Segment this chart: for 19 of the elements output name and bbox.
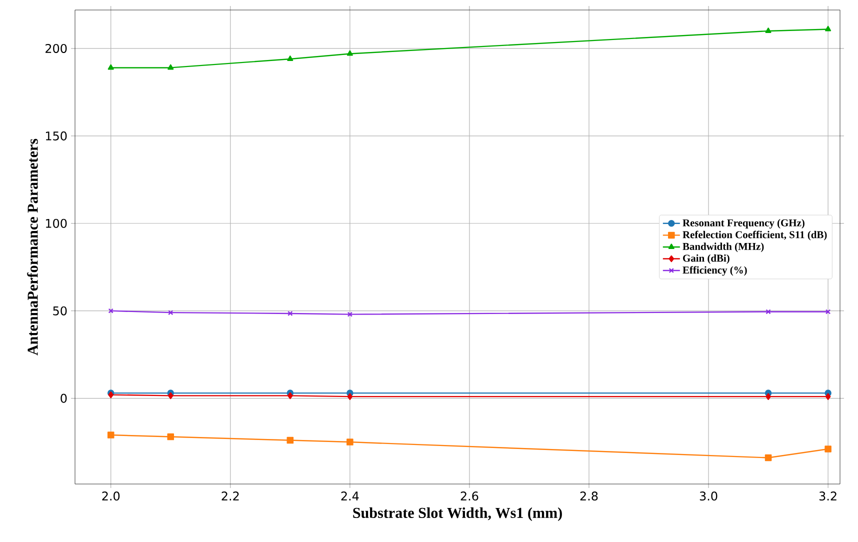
y-tick-label: 100 — [46, 218, 67, 228]
y-axis-title: AntennaPerformance Parameters — [27, 138, 38, 356]
legend-label: Refelection Coefficient, S11 (dB) — [682, 230, 827, 240]
y-tick-label: 200 — [46, 44, 67, 53]
legend-label: Resonant Frequency (GHz) — [682, 219, 804, 229]
x-tick-label: 2.6 — [460, 492, 478, 501]
y-tick-label: 0 — [60, 394, 67, 403]
x-tick-label: 2.0 — [102, 492, 120, 501]
x-axis-title: Substrate Slot Width, Ws1 (mm) — [353, 507, 562, 522]
legend-label: Gain (dBi) — [683, 254, 730, 264]
x-tick-label: 3.0 — [700, 492, 718, 501]
x-tick-label: 2.2 — [222, 492, 239, 500]
x-tick-label: 2.4 — [341, 492, 359, 500]
y-tick-label: 50 — [53, 306, 67, 316]
x-tick-label: 3.2 — [819, 492, 836, 501]
legend-label: Bandwidth (MHz) — [682, 242, 764, 252]
y-tick-label: 150 — [46, 131, 67, 140]
x-tick-label: 2.8 — [580, 492, 598, 501]
legend-label: Efficiency (%) — [682, 266, 747, 276]
